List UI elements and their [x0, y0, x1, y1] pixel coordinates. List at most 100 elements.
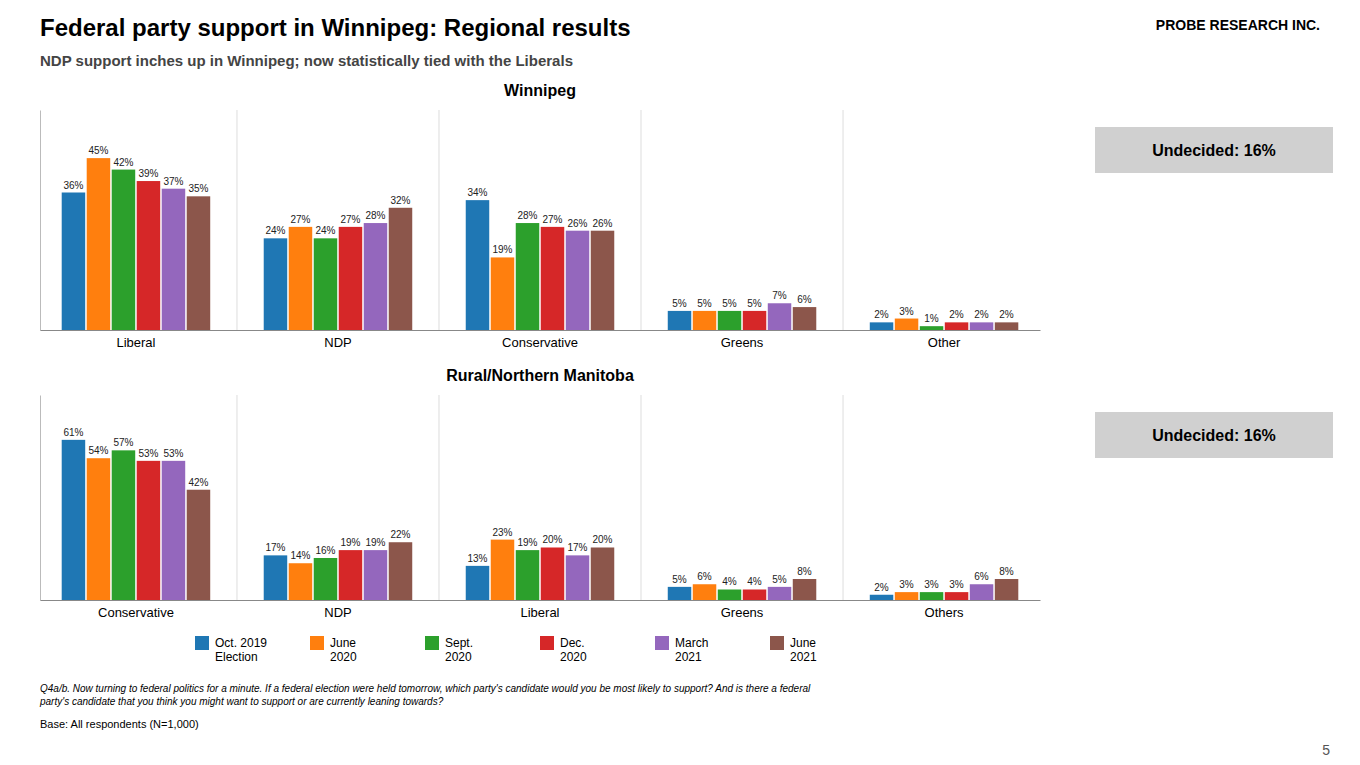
data-label: 5%	[722, 298, 737, 309]
chart-root: Federal party support in Winnipeg: Regio…	[0, 0, 1360, 765]
data-label: 2%	[874, 582, 889, 593]
bar	[920, 326, 944, 330]
bar	[945, 592, 969, 600]
bar	[793, 579, 817, 600]
data-label: 3%	[899, 579, 914, 590]
bar	[995, 579, 1019, 600]
bar	[920, 592, 944, 600]
bar	[591, 231, 615, 330]
x-tick: Others	[925, 600, 965, 620]
data-label: 17%	[265, 542, 285, 553]
data-label: 16%	[315, 545, 335, 556]
legend-swatch	[540, 636, 554, 650]
data-label: 1%	[924, 313, 939, 324]
data-label: 27%	[340, 214, 360, 225]
data-label: 8%	[999, 566, 1014, 577]
data-label: 24%	[315, 225, 335, 236]
legend-swatch	[425, 636, 439, 650]
data-label: 14%	[290, 550, 310, 561]
bar	[389, 542, 413, 600]
bar	[516, 223, 540, 330]
data-label: 20%	[592, 534, 612, 545]
bar	[137, 181, 161, 330]
y-axis	[40, 111, 41, 331]
x-tick-label: NDP	[324, 335, 351, 350]
bar	[718, 311, 742, 330]
data-label: 57%	[113, 437, 133, 448]
bar	[466, 566, 490, 600]
bar	[591, 547, 615, 600]
x-tick: Greens	[721, 600, 764, 620]
bar	[339, 550, 363, 600]
chart-svg: Federal party support in Winnipeg: Regio…	[0, 0, 1360, 765]
bar	[793, 307, 817, 330]
x-tick: Conservative	[502, 330, 578, 350]
data-label: 4%	[747, 576, 762, 587]
legend-label: June2020	[330, 636, 357, 664]
data-label: 5%	[747, 298, 762, 309]
data-label: 5%	[772, 574, 787, 585]
bar	[995, 322, 1019, 330]
bar	[466, 200, 490, 330]
bar	[566, 555, 590, 600]
data-label: 5%	[672, 574, 687, 585]
bar	[895, 592, 919, 600]
data-label: 20%	[542, 534, 562, 545]
data-label: 28%	[365, 210, 385, 221]
data-label: 42%	[113, 157, 133, 168]
data-label: 27%	[542, 214, 562, 225]
bar	[87, 158, 111, 330]
data-label: 2%	[974, 309, 989, 320]
x-tick: Liberal	[520, 600, 559, 620]
x-tick-label: Conservative	[98, 605, 174, 620]
bar	[668, 311, 692, 330]
data-label: 2%	[999, 309, 1014, 320]
bar	[187, 490, 211, 600]
x-axis-line	[41, 330, 1041, 331]
legend-item: March2021	[655, 636, 708, 664]
bar	[162, 189, 186, 330]
group-separator	[438, 395, 439, 600]
x-tick-label: Conservative	[502, 335, 578, 350]
bar	[516, 550, 540, 600]
group-separator	[236, 110, 237, 330]
x-tick: Other	[928, 330, 961, 350]
data-label: 3%	[924, 579, 939, 590]
base-note: Base: All respondents (N=1,000)	[40, 718, 199, 730]
bar	[162, 461, 186, 600]
x-tick: NDP	[324, 600, 351, 620]
x-tick-label: Liberal	[520, 605, 559, 620]
data-label: 17%	[567, 542, 587, 553]
data-label: 42%	[188, 477, 208, 488]
legend-label: Sept.2020	[445, 636, 473, 664]
data-label: 19%	[492, 244, 512, 255]
data-label: 19%	[340, 537, 360, 548]
bar	[768, 303, 792, 330]
legend: Oct. 2019ElectionJune2020Sept.2020Dec.20…	[195, 636, 817, 664]
bar	[743, 311, 767, 330]
data-label: 53%	[138, 448, 158, 459]
bar	[718, 589, 742, 600]
title: Federal party support in Winnipeg: Regio…	[40, 14, 631, 41]
legend-item: Sept.2020	[425, 636, 473, 664]
bar	[364, 550, 388, 600]
y-axis-line	[40, 396, 41, 601]
x-axis-line	[41, 600, 1041, 601]
data-label: 26%	[567, 218, 587, 229]
data-label: 2%	[874, 309, 889, 320]
data-label: 3%	[949, 579, 964, 590]
bar	[112, 170, 136, 330]
data-label: 4%	[722, 576, 737, 587]
bar	[389, 208, 413, 330]
data-label: 5%	[672, 298, 687, 309]
bar	[491, 540, 515, 600]
data-label: 23%	[492, 527, 512, 538]
data-label: 35%	[188, 183, 208, 194]
subtitle: NDP support inches up in Winnipeg; now s…	[40, 52, 573, 69]
bar	[62, 193, 86, 331]
legend-swatch	[195, 636, 209, 650]
legend-swatch	[310, 636, 324, 650]
bar	[566, 231, 590, 330]
bar	[743, 589, 767, 600]
data-label: 2%	[949, 309, 964, 320]
